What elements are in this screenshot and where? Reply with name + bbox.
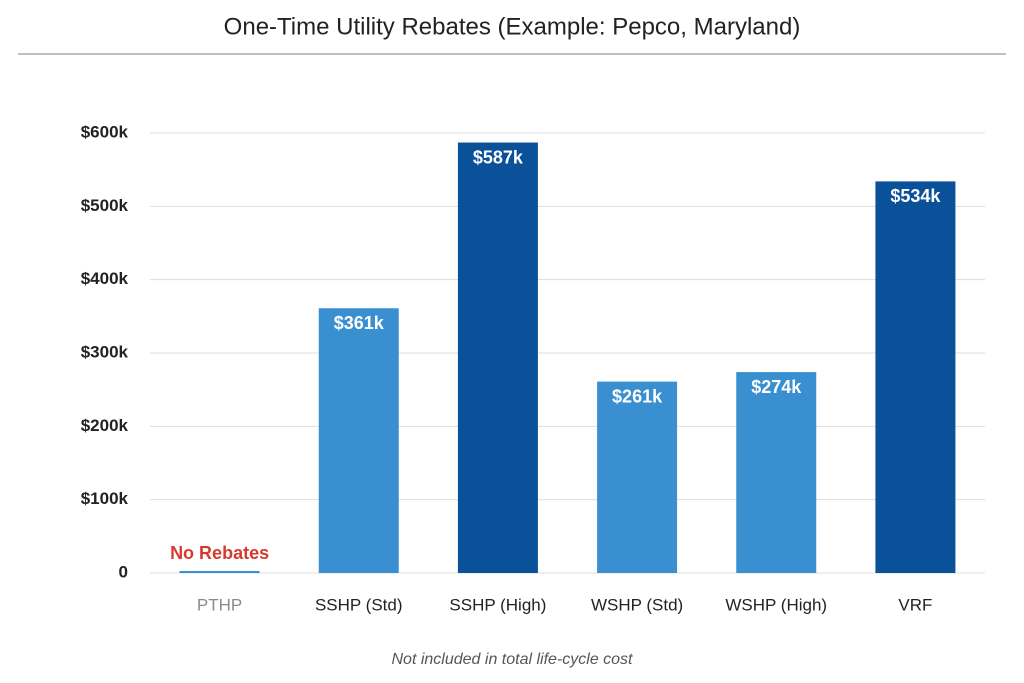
y-tick-label: $200k — [81, 416, 129, 435]
y-tick-label: $100k — [81, 489, 129, 508]
bar — [179, 571, 260, 573]
x-tick-label: PTHP — [197, 595, 242, 614]
value-label: $361k — [334, 313, 385, 333]
x-tick-label: SSHP (Std) — [315, 595, 403, 614]
chart-title: One-Time Utility Rebates (Example: Pepco… — [224, 13, 801, 40]
x-tick-label: WSHP (Std) — [591, 595, 683, 614]
x-tick-label: SSHP (High) — [449, 595, 546, 614]
value-label: $534k — [890, 186, 941, 206]
value-label: No Rebates — [170, 543, 269, 563]
bar — [875, 181, 956, 573]
bar — [597, 381, 678, 573]
bar — [318, 308, 399, 573]
y-tick-label: $500k — [81, 196, 129, 215]
bar — [457, 142, 538, 574]
y-tick-label: $400k — [81, 269, 129, 288]
x-tick-label: VRF — [898, 595, 932, 614]
note: Not included in total life-cycle cost — [392, 651, 634, 668]
value-label: $274k — [751, 377, 802, 397]
bar — [736, 372, 817, 573]
value-label: $261k — [612, 386, 663, 406]
value-label: $587k — [473, 147, 524, 167]
y-tick-label: $300k — [81, 342, 129, 361]
x-tick-label: WSHP (High) — [725, 595, 827, 614]
y-tick-label: $600k — [81, 122, 129, 141]
y-tick-label: 0 — [119, 562, 128, 581]
